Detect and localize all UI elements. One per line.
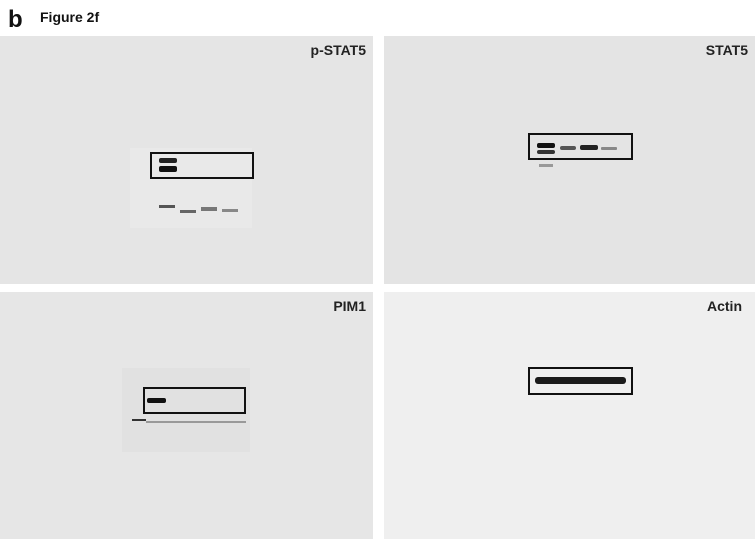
band [147,398,166,403]
membrane [130,148,252,228]
band [222,209,238,212]
band [537,150,555,154]
blot-panel: STAT5 [384,36,755,284]
band [146,421,246,423]
band [539,164,553,167]
band [601,147,617,150]
band [560,146,576,150]
figure: b Figure 2f p-STAT5 STAT5 PIM1 [0,0,755,539]
band [580,145,598,150]
membrane [122,368,250,452]
panel-label: PIM1 [333,298,366,314]
panel-letter: b [8,6,23,33]
band [159,166,177,172]
band [132,419,146,421]
figure-title: Figure 2f [40,9,99,25]
panel-label: p-STAT5 [311,42,367,58]
blot-panel: PIM1 [0,292,373,539]
band [535,377,626,384]
band [159,205,175,208]
band [201,207,217,211]
band [159,158,177,163]
blot-panel: Actin [384,292,755,539]
blot-panel: p-STAT5 [0,36,373,284]
band [537,143,555,148]
band [180,210,196,213]
panel-label: STAT5 [706,42,748,58]
blot-background [384,292,755,539]
panel-label: Actin [707,298,742,314]
